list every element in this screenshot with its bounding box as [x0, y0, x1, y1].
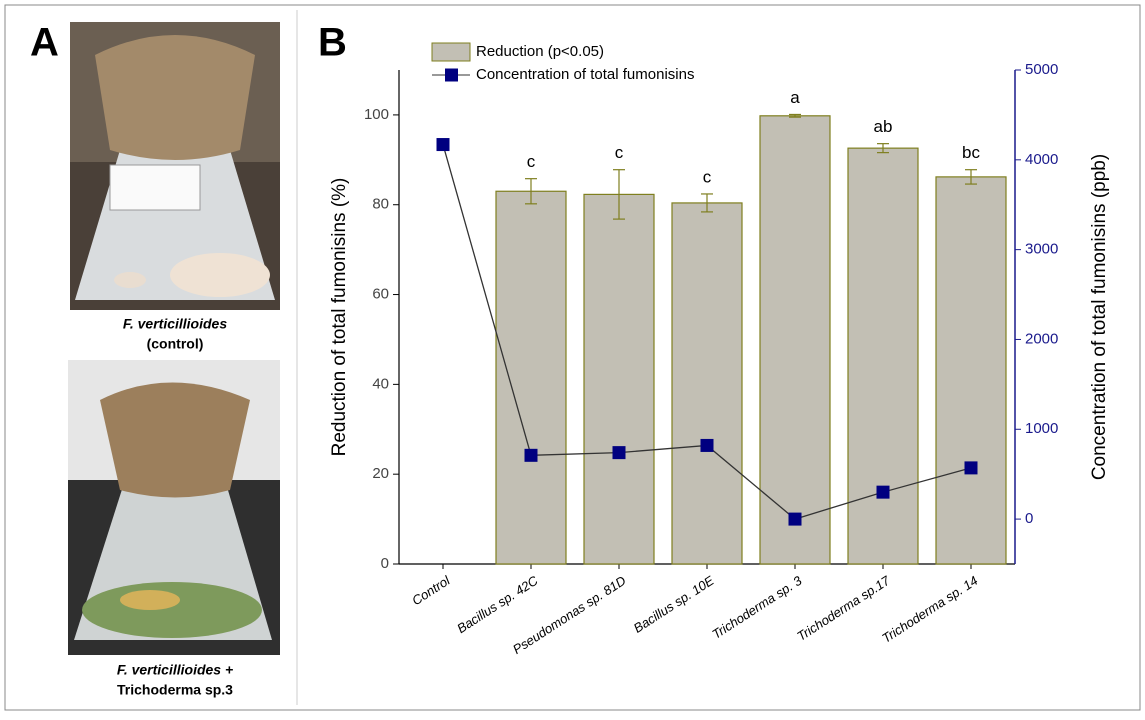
- marker: [789, 513, 802, 526]
- bar: [584, 194, 654, 564]
- y-tick-label: 100: [364, 106, 389, 123]
- y-tick-label: 0: [381, 555, 389, 572]
- significance-letter: a: [790, 88, 800, 107]
- photo-control: [70, 22, 280, 310]
- significance-letter: ab: [874, 117, 893, 136]
- marker: [525, 449, 538, 462]
- y-tick-label: 80: [372, 196, 389, 213]
- marker: [877, 486, 890, 499]
- y2-tick-label: 3000: [1025, 241, 1058, 258]
- legend-label: Concentration of total fumonisins: [476, 66, 694, 83]
- bar: [760, 116, 830, 564]
- legend-swatch: [432, 43, 470, 61]
- y2-tick-label: 1000: [1025, 420, 1058, 437]
- significance-letter: bc: [962, 143, 980, 162]
- y2-tick-label: 2000: [1025, 330, 1058, 347]
- bar: [672, 203, 742, 564]
- legend-marker: [445, 69, 458, 82]
- figure: A F. verticillioides (control) F. vertic…: [0, 0, 1145, 715]
- caption: F. verticillioides +: [117, 662, 233, 678]
- legend-label: Reduction (p<0.05): [476, 43, 604, 60]
- significance-letter: c: [527, 152, 536, 171]
- marker: [613, 446, 626, 459]
- y2-tick-label: 5000: [1025, 61, 1058, 78]
- bar: [936, 177, 1006, 564]
- y-tick-label: 20: [372, 465, 389, 482]
- y-tick-label: 40: [372, 375, 389, 392]
- x-tick-label: Trichoderma sp. 14: [879, 573, 980, 646]
- y2-tick-label: 4000: [1025, 151, 1058, 168]
- x-tick-label: Control: [409, 572, 453, 608]
- x-tick-label: Bacillus sp. 42C: [454, 572, 541, 636]
- bar: [848, 148, 918, 564]
- marker: [437, 138, 450, 151]
- y2-tick-label: 0: [1025, 510, 1033, 527]
- significance-letter: c: [703, 167, 712, 186]
- caption: (control): [147, 336, 204, 352]
- significance-letter: c: [615, 143, 624, 162]
- marker: [965, 461, 978, 474]
- bar: [496, 191, 566, 564]
- caption: F. verticillioides: [123, 316, 227, 332]
- panel-label: A: [30, 21, 59, 65]
- panel-label: B: [318, 21, 347, 65]
- y2-axis-title: Concentration of total fumonisins (ppb): [1089, 154, 1110, 480]
- photo-treated: [68, 360, 280, 655]
- y-axis-title: Reduction of total fumonisins (%): [329, 178, 350, 457]
- x-tick-label: Bacillus sp. 10E: [631, 573, 717, 636]
- caption: Trichoderma sp.3: [117, 682, 233, 698]
- marker: [701, 439, 714, 452]
- x-tick-label: Trichoderma sp. 3: [709, 572, 805, 642]
- y-tick-label: 60: [372, 286, 389, 303]
